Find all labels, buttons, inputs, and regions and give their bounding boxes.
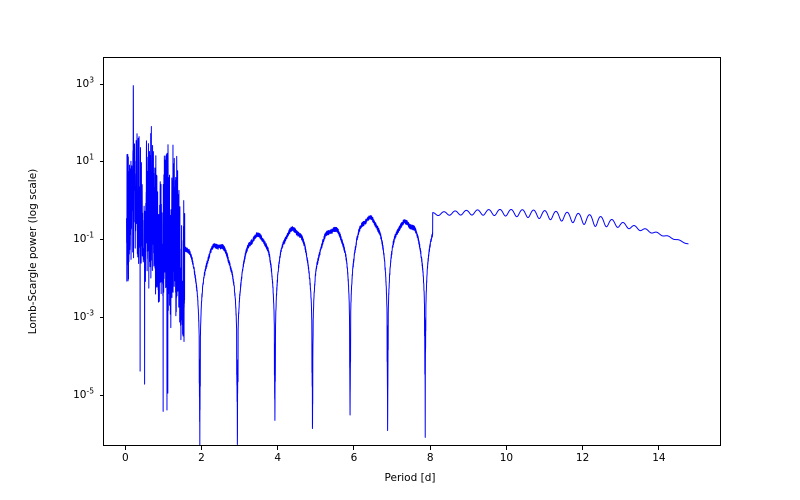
periodogram-curve (126, 85, 689, 445)
ytick-mark-4 (99, 395, 103, 397)
ytick-mark-3 (99, 317, 103, 319)
x-axis-label: Period [d] (384, 472, 436, 484)
xtick-mark-10 (505, 446, 507, 450)
ytick-label-1e1: 101 (75, 152, 94, 167)
ytick-mark-0 (99, 84, 103, 86)
xtick-label-4: 4 (274, 452, 282, 464)
xtick-label-10: 10 (499, 452, 514, 464)
plot-area (103, 57, 721, 446)
ytick-label-1em1: 10-1 (73, 230, 94, 245)
xtick-mark-0 (124, 446, 126, 450)
xtick-mark-8 (429, 446, 431, 450)
y-axis-label: Lomb-Scargle power (log scale) (27, 168, 39, 335)
xtick-mark-12 (582, 446, 584, 450)
xtick-label-0: 0 (121, 452, 129, 464)
xtick-mark-14 (658, 446, 660, 450)
xtick-label-8: 8 (426, 452, 434, 464)
xtick-label-6: 6 (350, 452, 358, 464)
xtick-label-14: 14 (652, 452, 666, 464)
xtick-mark-6 (353, 446, 355, 450)
ytick-label-1em5: 10-5 (73, 386, 94, 401)
ytick-label-1e3: 103 (75, 75, 94, 90)
xtick-label-2: 2 (198, 452, 205, 464)
xtick-mark-2 (200, 446, 202, 450)
ytick-label-1em3: 10-3 (73, 308, 94, 323)
xtick-label-12: 12 (575, 452, 590, 464)
ytick-mark-2 (99, 239, 103, 241)
xtick-mark-4 (277, 446, 279, 450)
ytick-mark-1 (99, 161, 103, 163)
